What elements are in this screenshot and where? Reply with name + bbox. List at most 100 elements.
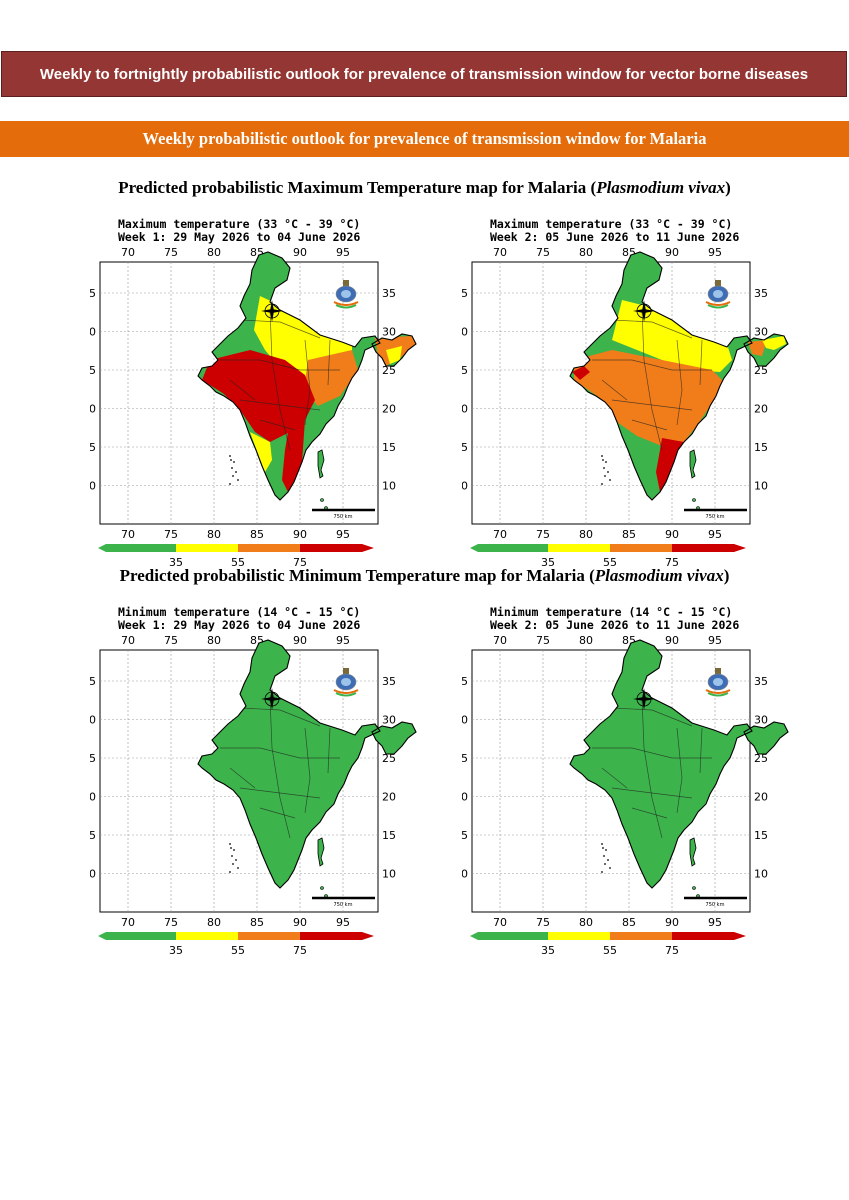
map-panel-min-week2: Minimum temperature (14 °C - 15 °C) Week … (462, 598, 842, 958)
x-tick-label-bottom: 85 (622, 916, 636, 929)
y-tick-label-left: 30 (90, 326, 96, 339)
colorbar-segment (176, 932, 238, 940)
y-tick-label-right: 10 (382, 480, 396, 493)
colorbar: 35 55 75 (98, 544, 374, 569)
map-panel-max-week2: Maximum temperature (33 °C - 39 °C) Week … (462, 210, 842, 570)
y-tick-label-right: 30 (382, 326, 396, 339)
map-title-line1: Maximum temperature (33 °C - 39 °C) (118, 217, 360, 231)
x-tick-label-bottom: 80 (207, 916, 221, 929)
x-tick-label-top: 95 (336, 634, 350, 647)
y-tick-label-right: 20 (754, 791, 768, 804)
x-tick-label-bottom: 70 (121, 916, 135, 929)
y-tick-label-left: 35 (462, 675, 468, 688)
x-tick-label-top: 80 (207, 634, 221, 647)
colorbar-label: 35 (541, 944, 555, 957)
x-tick-label-bottom: 80 (207, 528, 221, 541)
y-tick-label-right: 25 (754, 364, 768, 377)
y-tick-label-left: 30 (462, 326, 468, 339)
x-tick-label-bottom: 90 (665, 916, 679, 929)
colorbar-arrow-left (470, 544, 478, 552)
island-marks (229, 837, 328, 898)
x-tick-label-top: 75 (164, 246, 178, 259)
imd-logo-icon (705, 668, 731, 697)
y-tick-label-left: 10 (90, 480, 96, 493)
colorbar-segment (176, 544, 238, 552)
compass-icon (633, 688, 655, 710)
y-tick-label-left: 10 (462, 868, 468, 881)
y-tick-label-left: 25 (462, 364, 468, 377)
map-title-line2: Week 1: 29 May 2026 to 04 June 2026 (118, 230, 360, 244)
y-tick-label-right: 20 (382, 791, 396, 804)
colorbar-label: 75 (293, 556, 307, 569)
colorbar-label: 55 (603, 556, 617, 569)
map-panel-max-week1: Maximum temperature (33 °C - 39 °C) Week … (90, 210, 470, 570)
x-tick-label-top: 70 (121, 634, 135, 647)
scale-bar-label: 750 km (334, 902, 353, 908)
y-tick-label-left: 20 (90, 791, 96, 804)
x-tick-label-top: 75 (164, 634, 178, 647)
x-tick-label-top: 70 (121, 246, 135, 259)
y-tick-label-left: 30 (90, 714, 96, 727)
y-tick-label-right: 35 (754, 675, 768, 688)
scale-bar: 750 km (312, 508, 375, 520)
compass-icon (633, 300, 655, 322)
section-title-min: Predicted probabilistic Minimum Temperat… (119, 566, 730, 585)
x-tick-label-bottom: 75 (536, 528, 550, 541)
colorbar-label: 75 (665, 944, 679, 957)
y-tick-label-left: 25 (462, 752, 468, 765)
x-tick-label-bottom: 95 (708, 916, 722, 929)
colorbar: 35 55 75 (470, 544, 746, 569)
y-tick-label-left: 35 (462, 287, 468, 300)
y-tick-label-left: 20 (462, 791, 468, 804)
x-tick-label-bottom: 95 (336, 916, 350, 929)
y-tick-label-left: 10 (462, 480, 468, 493)
x-tick-label-top: 90 (665, 634, 679, 647)
y-tick-label-left: 25 (90, 364, 96, 377)
y-tick-label-left: 10 (90, 868, 96, 881)
colorbar-label: 35 (541, 556, 555, 569)
colorbar-arrow-right (362, 544, 374, 552)
x-tick-label-top: 80 (579, 246, 593, 259)
x-tick-label-bottom: 75 (536, 916, 550, 929)
x-tick-label-top: 75 (536, 634, 550, 647)
y-tick-label-right: 15 (754, 829, 768, 842)
y-tick-label-right: 30 (754, 714, 768, 727)
y-tick-label-right: 25 (754, 752, 768, 765)
y-tick-label-right: 25 (382, 364, 396, 377)
x-tick-label-bottom: 70 (493, 916, 507, 929)
sub-banner: Weekly probabilistic outlook for prevale… (0, 121, 849, 157)
colorbar-segment (478, 544, 548, 552)
colorbar-label: 75 (293, 944, 307, 957)
x-tick-label-top: 75 (536, 246, 550, 259)
x-tick-label-bottom: 90 (293, 528, 307, 541)
colorbar-arrow-right (734, 544, 746, 552)
island-marks (601, 449, 700, 510)
y-tick-label-right: 35 (754, 287, 768, 300)
y-tick-label-right: 20 (754, 403, 768, 416)
scale-bar: 750 km (312, 896, 375, 908)
x-tick-label-top: 90 (293, 634, 307, 647)
y-tick-label-right: 15 (754, 441, 768, 454)
x-tick-label-bottom: 70 (493, 528, 507, 541)
y-tick-label-left: 20 (90, 403, 96, 416)
scale-bar-label: 750 km (334, 514, 353, 520)
y-tick-label-right: 15 (382, 829, 396, 842)
x-tick-label-top: 70 (493, 246, 507, 259)
island-marks (229, 449, 328, 510)
colorbar-segment (478, 932, 548, 940)
x-tick-label-bottom: 90 (293, 916, 307, 929)
y-tick-label-right: 10 (754, 868, 768, 881)
colorbar-segment (548, 932, 610, 940)
colorbar-arrow-left (98, 932, 106, 940)
imd-logo-icon (333, 668, 359, 697)
map-title-line1: Minimum temperature (14 °C - 15 °C) (118, 605, 360, 619)
y-tick-label-right: 35 (382, 287, 396, 300)
y-tick-label-right: 25 (382, 752, 396, 765)
map-title-line1: Minimum temperature (14 °C - 15 °C) (490, 605, 732, 619)
colorbar-label: 35 (169, 556, 183, 569)
y-tick-label-right: 10 (382, 868, 396, 881)
imd-logo-icon (705, 280, 731, 309)
colorbar-segment (300, 544, 362, 552)
x-tick-label-top: 90 (293, 246, 307, 259)
colorbar-label: 55 (231, 944, 245, 957)
